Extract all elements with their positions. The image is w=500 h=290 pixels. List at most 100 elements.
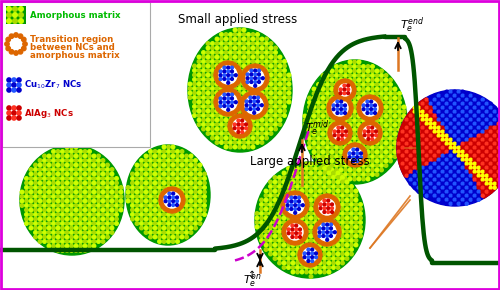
Circle shape <box>362 147 365 151</box>
Circle shape <box>216 93 220 97</box>
Circle shape <box>252 91 256 95</box>
Circle shape <box>240 103 244 107</box>
Circle shape <box>238 123 242 126</box>
Circle shape <box>384 78 388 82</box>
Circle shape <box>347 109 350 113</box>
Circle shape <box>273 257 277 260</box>
Circle shape <box>302 261 306 265</box>
Circle shape <box>226 88 230 92</box>
Circle shape <box>264 105 268 108</box>
Circle shape <box>473 134 476 137</box>
Circle shape <box>236 80 240 84</box>
Circle shape <box>291 198 295 202</box>
Circle shape <box>65 172 69 176</box>
Circle shape <box>83 186 87 189</box>
Circle shape <box>260 87 264 90</box>
Circle shape <box>489 106 492 109</box>
Circle shape <box>437 182 440 185</box>
Circle shape <box>345 198 349 202</box>
Circle shape <box>223 110 226 113</box>
Circle shape <box>260 216 264 220</box>
Circle shape <box>215 96 219 99</box>
Circle shape <box>260 203 264 206</box>
Circle shape <box>101 186 105 189</box>
Circle shape <box>384 150 388 154</box>
Circle shape <box>101 163 105 167</box>
Circle shape <box>413 142 416 145</box>
Circle shape <box>397 150 400 153</box>
Circle shape <box>348 78 352 82</box>
Circle shape <box>417 154 420 157</box>
Circle shape <box>119 208 123 212</box>
Circle shape <box>441 178 444 181</box>
Circle shape <box>34 199 38 203</box>
Circle shape <box>398 137 402 140</box>
Circle shape <box>227 70 230 73</box>
Circle shape <box>242 55 246 59</box>
Circle shape <box>286 194 290 197</box>
Circle shape <box>347 104 350 107</box>
Circle shape <box>194 213 198 216</box>
Circle shape <box>402 123 406 127</box>
Circle shape <box>171 217 175 221</box>
Circle shape <box>166 163 170 167</box>
Circle shape <box>370 105 374 109</box>
Circle shape <box>465 122 468 125</box>
Ellipse shape <box>298 243 322 267</box>
Circle shape <box>319 203 322 206</box>
Circle shape <box>60 226 64 230</box>
Circle shape <box>398 114 402 118</box>
Circle shape <box>344 137 347 140</box>
Circle shape <box>52 159 56 162</box>
Circle shape <box>300 203 304 206</box>
Circle shape <box>309 212 313 215</box>
Circle shape <box>114 177 118 180</box>
Circle shape <box>340 203 344 206</box>
Circle shape <box>52 172 56 176</box>
Circle shape <box>215 118 219 122</box>
Circle shape <box>296 243 300 247</box>
Circle shape <box>130 208 134 212</box>
Circle shape <box>252 113 256 117</box>
Circle shape <box>360 137 364 141</box>
Circle shape <box>24 177 28 180</box>
Circle shape <box>326 123 330 127</box>
Circle shape <box>341 130 344 133</box>
Circle shape <box>437 94 440 97</box>
Circle shape <box>321 87 325 91</box>
Circle shape <box>242 145 246 149</box>
Circle shape <box>286 204 289 206</box>
Circle shape <box>12 83 16 87</box>
Circle shape <box>233 127 236 130</box>
Circle shape <box>362 96 366 100</box>
Circle shape <box>179 195 182 199</box>
Circle shape <box>181 198 185 202</box>
Circle shape <box>286 212 290 215</box>
Circle shape <box>153 217 157 221</box>
Circle shape <box>215 82 219 86</box>
Circle shape <box>334 74 338 77</box>
Circle shape <box>278 96 282 99</box>
Circle shape <box>278 230 281 233</box>
Circle shape <box>70 145 73 149</box>
Circle shape <box>372 117 375 120</box>
Circle shape <box>366 65 370 68</box>
Circle shape <box>166 181 170 185</box>
Circle shape <box>210 87 214 90</box>
Circle shape <box>429 158 432 161</box>
Circle shape <box>282 207 286 211</box>
Circle shape <box>20 190 24 194</box>
Circle shape <box>321 137 325 140</box>
Circle shape <box>353 145 357 149</box>
Circle shape <box>220 42 224 45</box>
Circle shape <box>481 166 484 169</box>
Circle shape <box>268 234 272 238</box>
Circle shape <box>88 204 92 207</box>
Circle shape <box>334 119 338 122</box>
Circle shape <box>366 155 370 158</box>
Circle shape <box>445 134 448 137</box>
Circle shape <box>348 141 352 145</box>
Circle shape <box>194 159 198 162</box>
Circle shape <box>497 146 500 149</box>
Circle shape <box>469 118 472 121</box>
